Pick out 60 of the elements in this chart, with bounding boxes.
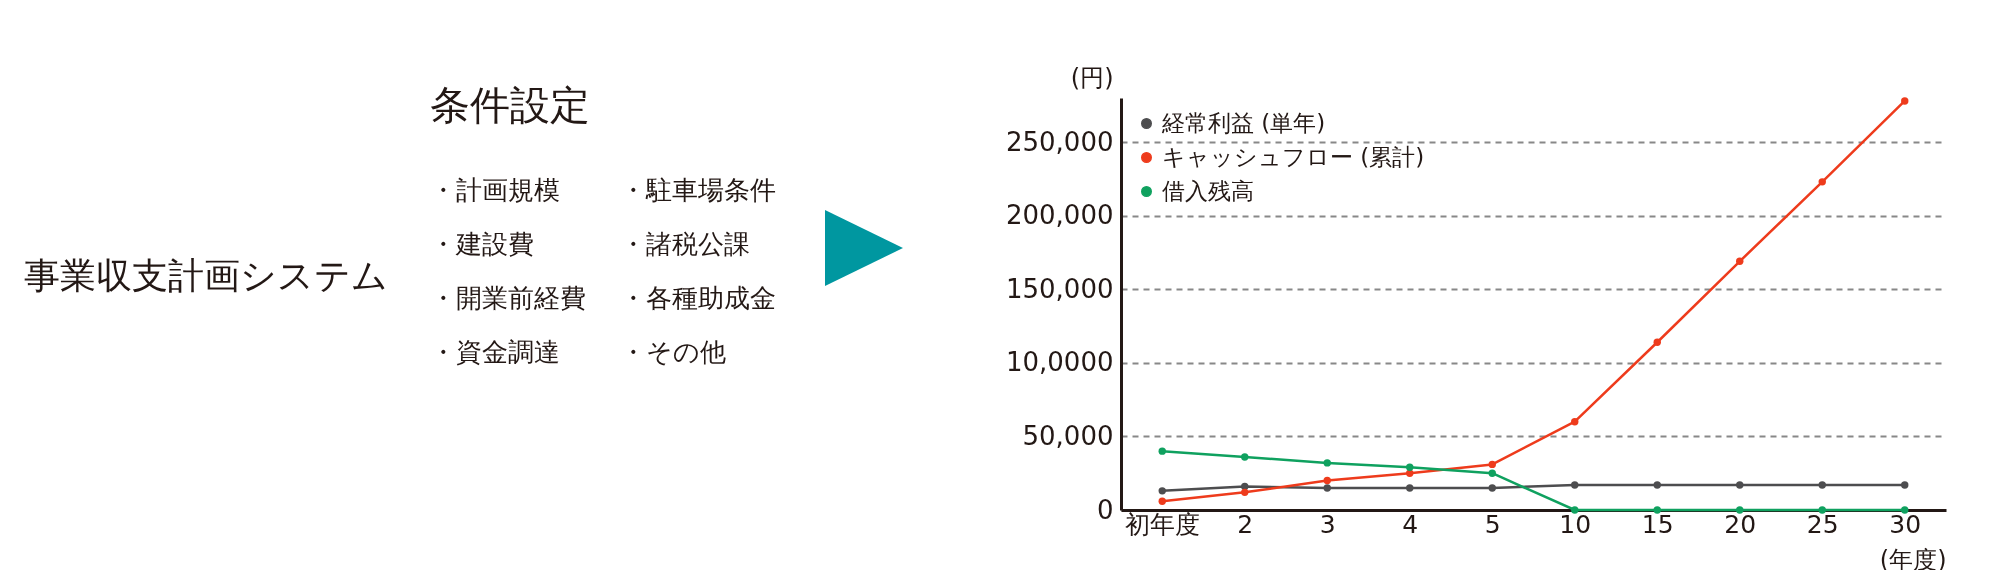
x-tick-label: 5 <box>1484 509 1501 539</box>
x-tick-label: 2 <box>1237 509 1254 539</box>
point <box>1736 481 1744 489</box>
point <box>1736 257 1744 266</box>
x-tick-label: 30 <box>1889 509 1922 539</box>
x-tick-label: 10 <box>1559 509 1592 539</box>
x-tick-label: 25 <box>1806 509 1839 539</box>
x-axis-title: (年度) <box>1879 545 1947 570</box>
text: ・資金調達 <box>430 336 561 369</box>
x-tick-label: 4 <box>1402 509 1419 539</box>
y-tick-label: 200,000 <box>1005 200 1114 231</box>
y-tick-label: 150,000 <box>1005 273 1114 304</box>
point <box>1818 481 1826 489</box>
point <box>1571 418 1579 426</box>
y-axis-title: (円) <box>1070 63 1114 92</box>
point <box>1901 481 1909 489</box>
y-tick-label: 50,000 <box>1022 420 1114 451</box>
text: ・各種助成金 <box>620 282 777 315</box>
text: 条件設定 <box>430 81 590 130</box>
legend-label: 借入残高 <box>1162 177 1254 204</box>
point <box>1406 463 1414 472</box>
point <box>1158 497 1166 505</box>
point <box>1818 506 1826 514</box>
text: ・その他 <box>620 336 727 369</box>
legend-label: 経常利益 (単年) <box>1161 109 1326 136</box>
y-tick-label: 10,0000 <box>1005 347 1114 378</box>
point <box>1158 487 1166 495</box>
x-tick-label: 初年度 <box>1125 509 1201 539</box>
x-tick-label: 15 <box>1641 509 1674 539</box>
text: ・開業前経費 <box>430 282 587 315</box>
point <box>1571 506 1579 514</box>
point <box>1901 97 1909 105</box>
point <box>1488 484 1496 492</box>
point <box>1653 338 1661 346</box>
x-tick-label: 20 <box>1724 509 1757 539</box>
point <box>1901 506 1909 514</box>
text: ・計画規模 <box>430 174 561 207</box>
point <box>1323 459 1331 467</box>
point <box>1571 481 1579 489</box>
text: 事業収支計画システム <box>24 254 388 298</box>
point <box>1406 484 1414 492</box>
point <box>1818 178 1826 186</box>
point <box>1241 488 1249 497</box>
point <box>1241 453 1249 461</box>
y-tick-label: 250,000 <box>1005 126 1114 157</box>
text: ・駐車場条件 <box>620 174 777 207</box>
point <box>1653 506 1661 514</box>
point <box>1241 482 1249 491</box>
y-tick-label: 0 <box>1096 494 1114 525</box>
point <box>1158 447 1166 455</box>
point <box>1653 481 1661 489</box>
point <box>1488 460 1496 469</box>
legend-label: キャッシュフロー (累計) <box>1162 143 1425 170</box>
point <box>1736 506 1744 514</box>
x-tick-label: 3 <box>1319 509 1336 539</box>
point <box>1323 484 1331 492</box>
point <box>1488 469 1496 477</box>
text: ・建設費 <box>430 228 535 261</box>
point <box>1323 476 1331 485</box>
text: ・諸税公課 <box>620 228 751 261</box>
